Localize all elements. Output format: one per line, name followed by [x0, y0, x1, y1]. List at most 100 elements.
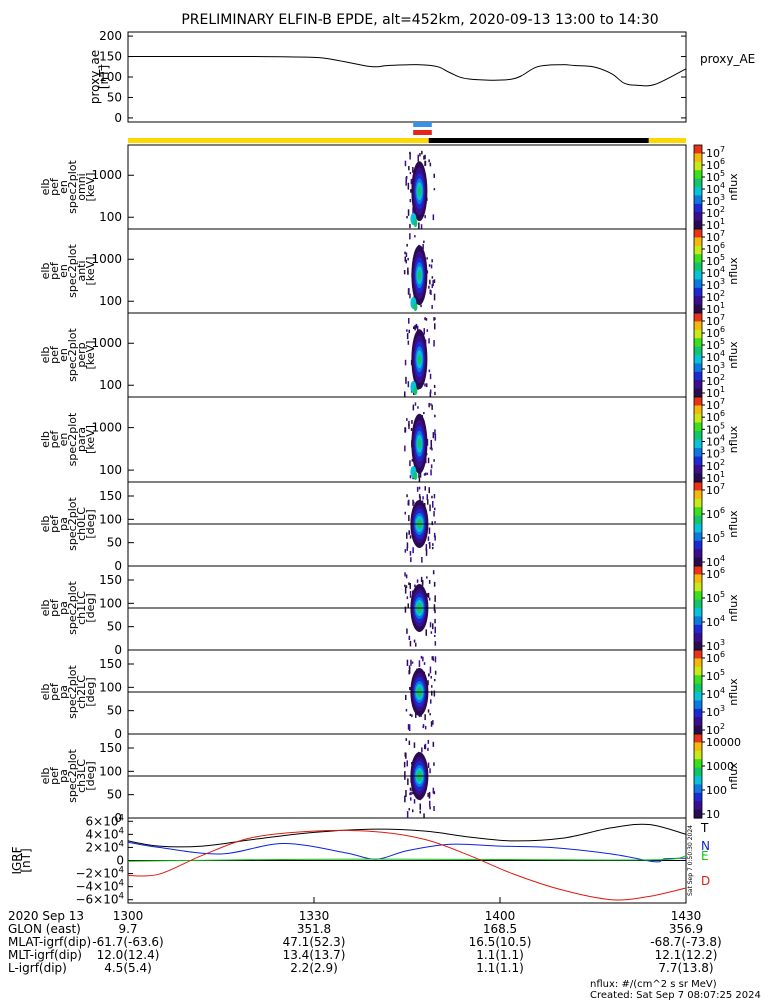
- colorbar-segment: [694, 738, 702, 741]
- colorbar-tick-label: 102: [706, 373, 725, 388]
- spectrogram-pixel: [413, 799, 416, 804]
- colorbar-tick-label: 10000: [706, 736, 741, 749]
- spectrogram-pixel: [428, 369, 431, 373]
- spectrogram-pixel: [405, 376, 407, 384]
- colorbar-segment: [694, 452, 702, 455]
- colorbar-segment: [694, 773, 702, 776]
- colorbar-segment: [694, 342, 702, 345]
- colorbar-segment: [694, 498, 702, 501]
- y-axis-label: proxy_ae[nT]: [88, 50, 111, 104]
- spectrogram-pixel: [422, 725, 424, 729]
- y-label-line: elb: [39, 179, 52, 196]
- x-row-value: 168.5: [483, 922, 517, 936]
- spectrogram-pixel: [428, 794, 431, 799]
- colorbar-segment: [694, 404, 702, 407]
- colorbar-segment: [694, 722, 702, 725]
- plot-background: [128, 313, 686, 397]
- colorbar-segment: [694, 574, 702, 577]
- colorbar-segment: [694, 360, 702, 363]
- y-tick-label: 150: [99, 741, 122, 755]
- colorbar-segment: [694, 297, 702, 300]
- colorbar-segment: [694, 470, 702, 473]
- colorbar-segment: [694, 676, 702, 679]
- colorbar-segment: [694, 592, 702, 595]
- colorbar-segment: [694, 596, 702, 599]
- colorbar-segment: [694, 387, 702, 390]
- spectrogram-pixel: [429, 800, 431, 807]
- colorbar-segment: [694, 306, 702, 308]
- spectrogram-pixel: [408, 636, 410, 640]
- colorbar-segment: [694, 392, 702, 395]
- colorbar-segment: [694, 206, 702, 209]
- y-label-line: pef: [48, 598, 61, 617]
- colorbar-segment: [694, 567, 702, 570]
- colorbar-segment: [694, 377, 702, 380]
- colorbar-segment: [694, 196, 702, 199]
- legend-d: D: [701, 874, 710, 888]
- colorbar-segment: [694, 736, 702, 739]
- colorbar-tick-label: 103: [706, 277, 725, 292]
- colorbar-segment: [694, 192, 702, 195]
- colorbar-segment: [694, 599, 702, 602]
- spectrogram-pixel: [408, 515, 410, 522]
- spectrogram-pixel: [419, 496, 421, 503]
- y-label-line: [keV]: [84, 257, 97, 286]
- x-row-value: -68.7(-73.8): [650, 935, 721, 949]
- spectrogram-pixel: [425, 544, 428, 549]
- colorbar-segment: [694, 522, 702, 525]
- colorbar-segment: [694, 399, 702, 402]
- spectrogram-pixel: [433, 690, 436, 697]
- colorbar-segment: [694, 320, 702, 322]
- spectrogram-pixel: [430, 439, 432, 446]
- colorbar-label: nflux: [727, 594, 740, 622]
- spectrogram-pixel: [428, 159, 430, 163]
- colorbar-segment: [694, 753, 702, 756]
- y-label-line: [keV]: [84, 173, 97, 202]
- y-tick-label: 1000: [91, 336, 122, 350]
- spectrogram-pixel: [428, 541, 431, 545]
- spectrogram-pixel: [414, 584, 416, 588]
- colorbar-segment: [694, 554, 702, 557]
- spectrogram-pixel: [404, 391, 406, 397]
- spectrogram-pixel: [408, 808, 410, 811]
- legend-e: E: [701, 849, 709, 863]
- spectrogram-pixel: [433, 188, 436, 191]
- colorbar-segment: [694, 266, 702, 269]
- y-tick-label: 150: [99, 573, 122, 587]
- colorbar-tick-label: 104: [706, 265, 725, 280]
- spectrogram-pixel: [409, 551, 412, 556]
- spectrogram-pixel: [417, 406, 419, 409]
- colorbar-segment: [694, 275, 702, 278]
- y-label-line: spec2plot: [66, 581, 79, 635]
- colorbar-segment: [694, 538, 702, 540]
- spectrogram-pixel: [429, 542, 431, 549]
- colorbar-segment: [694, 634, 702, 637]
- colorbar-segment: [694, 416, 702, 419]
- colorbar-segment: [694, 363, 702, 366]
- y-tick-label: 6×104: [86, 813, 124, 828]
- figure-title: PRELIMINARY ELFIN-B EPDE, alt=452km, 202…: [181, 12, 658, 28]
- status-bar-red: [413, 130, 432, 135]
- colorbar-segment: [694, 708, 702, 711]
- spectrogram-pixel: [404, 776, 406, 780]
- status-bar-black: [428, 138, 649, 143]
- colorbar-segment: [694, 236, 702, 238]
- colorbar-segment: [694, 443, 702, 446]
- y-tick-label: 0: [114, 559, 122, 573]
- spectrogram-pixel: [428, 402, 430, 408]
- spectrogram-pixel: [421, 747, 423, 753]
- colorbar-segment: [694, 294, 702, 297]
- y-label-line: perp: [75, 342, 88, 367]
- colorbar-segment: [694, 746, 702, 749]
- y-label-line: elb: [39, 263, 52, 280]
- colorbar-segment: [694, 500, 702, 503]
- colorbar-segment: [694, 645, 702, 648]
- colorbar-segment: [694, 217, 702, 220]
- colorbar-segment: [694, 450, 702, 453]
- spectrogram-pixel: [414, 235, 416, 238]
- colorbar-segment: [694, 163, 702, 166]
- colorbar-segment: [694, 271, 702, 273]
- spectrogram-pixel: [433, 532, 436, 538]
- colorbar-segment: [694, 582, 702, 585]
